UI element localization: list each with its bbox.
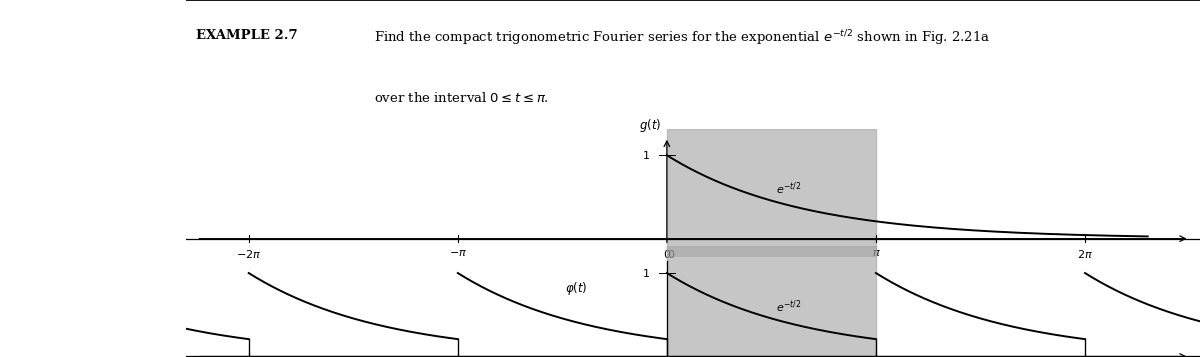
Text: Find the compact trigonometric Fourier series for the exponential $e^{-t/2}$ sho: Find the compact trigonometric Fourier s… bbox=[373, 29, 990, 48]
Text: EXAMPLE 2.7: EXAMPLE 2.7 bbox=[196, 29, 298, 41]
Text: $\pi$: $\pi$ bbox=[871, 248, 881, 258]
Text: $1$: $1$ bbox=[642, 149, 650, 161]
Text: $-\pi$: $-\pi$ bbox=[449, 248, 467, 258]
Text: $2\pi$: $2\pi$ bbox=[1078, 248, 1093, 260]
Text: $\varphi(t)$: $\varphi(t)$ bbox=[565, 280, 588, 297]
Text: $-2\pi$: $-2\pi$ bbox=[236, 248, 262, 260]
Text: $0$: $0$ bbox=[667, 248, 676, 260]
Text: $g(t)$: $g(t)$ bbox=[640, 117, 661, 134]
Bar bbox=[667, 246, 876, 357]
Text: $0$: $0$ bbox=[662, 248, 671, 260]
Text: $e^{-t/2}$: $e^{-t/2}$ bbox=[775, 180, 800, 197]
Text: $e^{-t/2}$: $e^{-t/2}$ bbox=[775, 298, 800, 315]
Text: $1$: $1$ bbox=[642, 267, 650, 279]
Bar bbox=[667, 129, 876, 257]
Text: over the interval $0 \leq t \leq \pi$.: over the interval $0 \leq t \leq \pi$. bbox=[373, 91, 548, 105]
